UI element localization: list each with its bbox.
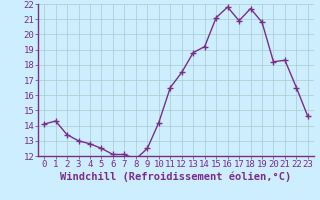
X-axis label: Windchill (Refroidissement éolien,°C): Windchill (Refroidissement éolien,°C) — [60, 172, 292, 182]
